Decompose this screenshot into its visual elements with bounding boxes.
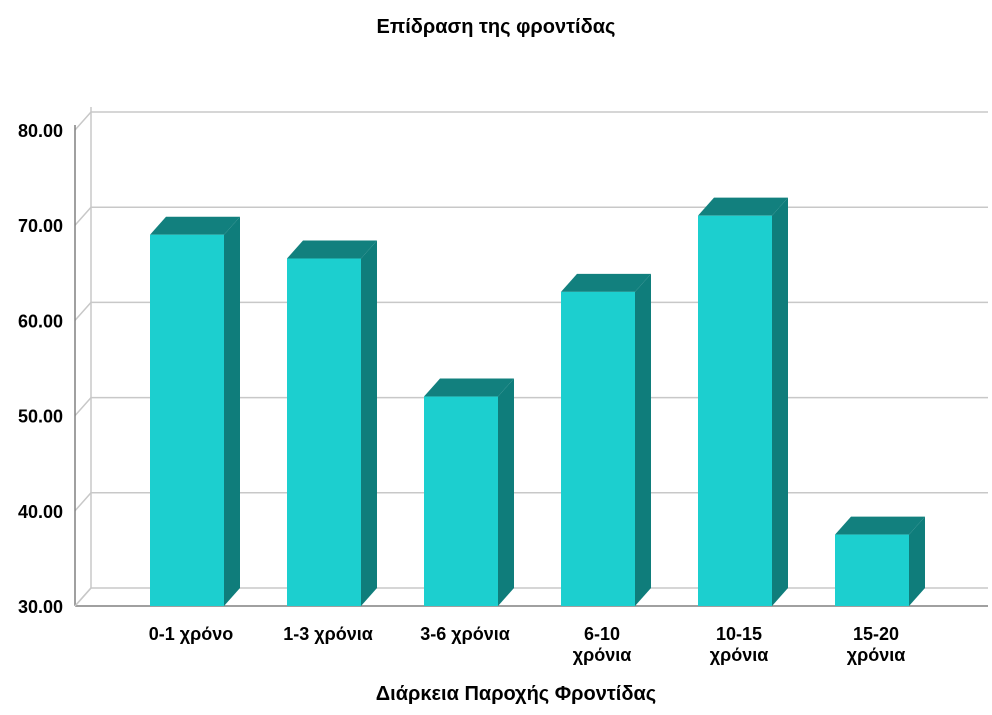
bar-top (287, 240, 377, 259)
x-tick-label-line: χρόνια (573, 645, 632, 665)
x-tick-label: 3-6 χρόνια (420, 624, 510, 644)
bar-front (424, 396, 498, 606)
x-tick-label-line: χρόνια (847, 645, 906, 665)
bar (150, 216, 240, 606)
bar-top (561, 273, 651, 292)
bar-front (287, 258, 361, 606)
chart-title: Επίδραση της φροντίδας (377, 16, 616, 38)
x-tick-label: 1-3 χρόνια (283, 624, 373, 644)
x-tick-label: 6-10 χρόνια (573, 624, 632, 665)
bar-top (835, 516, 925, 535)
y-tick-labels: 30.00 40.00 50.00 60.00 70.00 80.00 (18, 121, 63, 617)
x-tick-label: 0-1 χρόνο (149, 624, 234, 644)
bar-side (772, 197, 788, 606)
bar-front (561, 291, 635, 606)
bar-side (224, 216, 240, 606)
x-tick-label-line: 10-15 (716, 624, 762, 644)
bar (424, 378, 514, 606)
bar-side (909, 516, 925, 606)
bar-front (835, 534, 909, 606)
x-tick-labels: 0-1 χρόνο 1-3 χρόνια 3-6 χρόνια 6-10 χρόνια1… (149, 624, 906, 665)
x-tick-label: 10-15 χρόνια (710, 624, 769, 665)
y-tick-label: 70.00 (18, 216, 63, 236)
bars (150, 197, 925, 606)
bar-front (150, 234, 224, 606)
bar-side (635, 273, 651, 606)
bar-top (424, 378, 514, 397)
bar-front (698, 215, 772, 606)
y-tick-label: 80.00 (18, 121, 63, 141)
bar-top (150, 216, 240, 235)
x-axis-title: Διάρκεια Παροχής Φροντίδας (376, 683, 656, 705)
x-tick-label-line: 15-20 (853, 624, 899, 644)
bar (698, 197, 788, 606)
x-tick-label-line: 6-10 (584, 624, 620, 644)
bar-side (361, 240, 377, 606)
x-tick-label-line: 3-6 χρόνια (420, 624, 510, 644)
x-tick-label: 15-20 χρόνια (847, 624, 906, 665)
x-tick-label-line: 0-1 χρόνο (149, 624, 234, 644)
x-tick-label-line: 1-3 χρόνια (283, 624, 373, 644)
y-tick-label: 40.00 (18, 502, 63, 522)
bar (287, 240, 377, 606)
bar (561, 273, 651, 606)
bar-side (498, 378, 514, 606)
x-tick-label-line: χρόνια (710, 645, 769, 665)
bar-top (698, 197, 788, 216)
bar (835, 516, 925, 606)
y-tick-label: 50.00 (18, 407, 63, 427)
floor-edge (74, 587, 92, 607)
y-tick-label: 30.00 (18, 597, 63, 617)
y-tick-label: 60.00 (18, 311, 63, 331)
gridline (74, 111, 988, 131)
